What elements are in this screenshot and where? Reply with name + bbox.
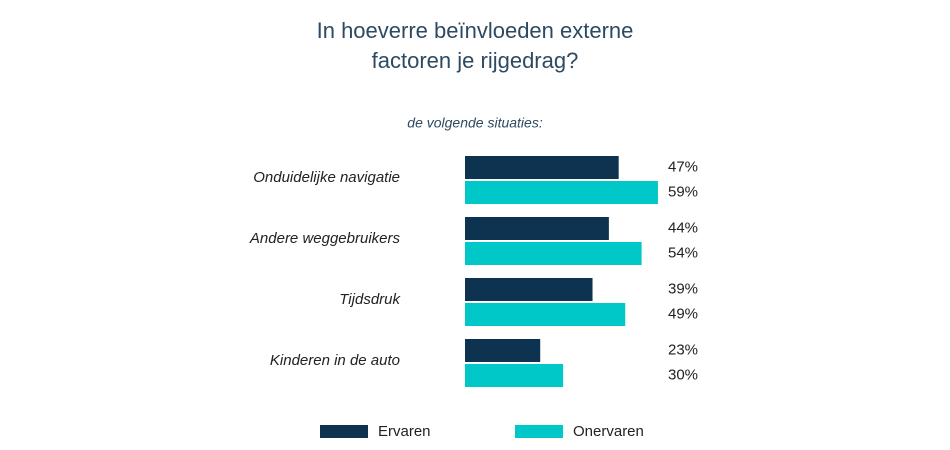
category-label: Onduidelijke navigatie: [253, 169, 400, 186]
chart-subtitle: de volgende situaties:: [407, 115, 543, 131]
legend-label: Onervaren: [573, 423, 644, 440]
bar: [465, 156, 619, 179]
legend-label: Ervaren: [378, 423, 431, 440]
value-label: 49%: [668, 305, 698, 322]
value-label: 30%: [668, 366, 698, 383]
value-label: 47%: [668, 158, 698, 175]
legend-swatch: [320, 425, 368, 438]
bar: [465, 181, 658, 204]
value-label: 44%: [668, 219, 698, 236]
bar: [465, 364, 564, 387]
category-label: Tijdsdruk: [339, 291, 401, 308]
category-label: Andere weggebruikers: [249, 230, 401, 247]
bar: [465, 339, 541, 362]
bar: [465, 303, 626, 326]
legend-swatch: [515, 425, 563, 438]
category-label: Kinderen in de auto: [270, 352, 400, 369]
chart-title: In hoeverre beïnvloeden externe factoren…: [316, 18, 634, 73]
bar: [465, 217, 609, 240]
bar: [465, 242, 642, 265]
value-label: 54%: [668, 244, 698, 261]
value-label: 59%: [668, 183, 698, 200]
value-label: 39%: [668, 280, 698, 297]
bar: [465, 278, 593, 301]
value-label: 23%: [668, 341, 698, 358]
